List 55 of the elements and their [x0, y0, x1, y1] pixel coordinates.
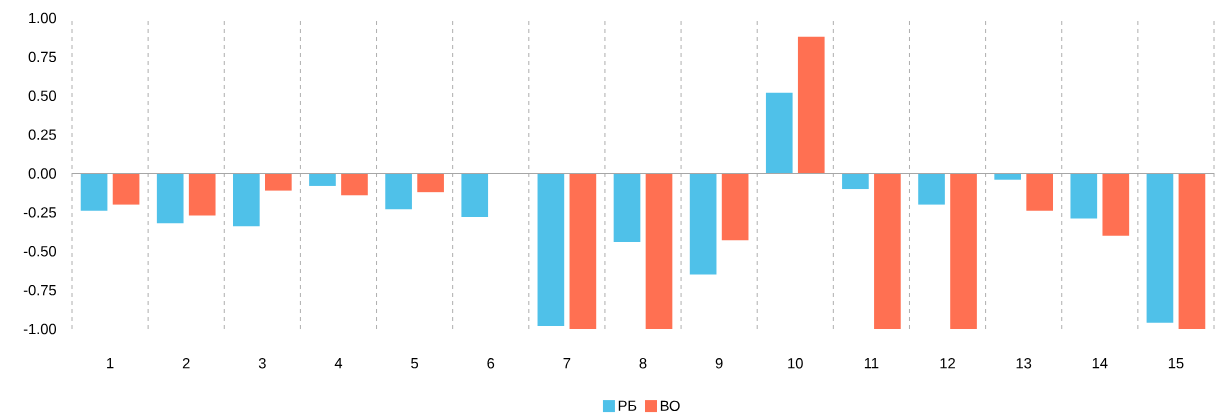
legend-label: РБ	[618, 400, 637, 411]
bar	[80, 173, 108, 211]
x-tick-label: 10	[788, 358, 803, 369]
x-tick-label: 15	[1168, 358, 1184, 369]
x-tick-label: 14	[1092, 358, 1108, 369]
bar	[1146, 173, 1174, 323]
bar	[645, 173, 673, 329]
x-tick-label: 6	[487, 358, 495, 369]
bar	[797, 36, 825, 174]
bar	[309, 173, 336, 186]
legend-label: ВО	[660, 400, 680, 412]
bar	[1070, 173, 1098, 219]
y-tick-label: -0.25	[23, 207, 56, 218]
bar	[385, 173, 412, 210]
x-tick-label: 9	[715, 358, 723, 369]
bar	[994, 173, 1022, 180]
bar	[1102, 173, 1130, 236]
y-tick-label: 1.00	[29, 12, 57, 24]
x-tick-label: 12	[940, 358, 955, 369]
bar	[569, 173, 597, 329]
bar	[461, 173, 489, 218]
y-tick-label: -0.50	[23, 246, 57, 257]
bar	[265, 173, 292, 191]
bar	[537, 173, 565, 326]
bar	[341, 173, 368, 196]
bar	[188, 173, 216, 216]
y-tick-label: 0.25	[28, 129, 56, 140]
bar	[613, 173, 641, 242]
y-tick-label: -1.00	[23, 323, 57, 335]
bar	[156, 173, 184, 224]
bar	[918, 173, 945, 205]
bar	[874, 173, 901, 329]
x-tick-label: 2	[182, 358, 190, 369]
x-tick-label: 3	[258, 358, 266, 369]
bar	[233, 173, 260, 227]
bar	[721, 173, 749, 241]
bar	[1026, 173, 1054, 211]
y-tick-label: 0.50	[28, 90, 57, 101]
x-tick-label: 5	[411, 358, 419, 369]
y-tick-label: 0.75	[28, 51, 56, 63]
x-tick-label: 7	[563, 358, 571, 369]
bar	[1178, 173, 1206, 329]
x-tick-label: 13	[1016, 358, 1032, 369]
bar	[417, 173, 444, 193]
x-tick-label: 8	[639, 358, 647, 369]
x-tick-label: 1	[107, 358, 114, 369]
bar	[689, 173, 717, 275]
bar	[842, 173, 869, 190]
bar	[765, 92, 793, 174]
x-tick-label: 4	[334, 358, 343, 369]
y-tick-label: 0.00	[28, 168, 57, 179]
y-tick-label: -0.75	[23, 284, 56, 296]
x-tick-label: 11	[864, 358, 879, 369]
bar	[950, 173, 977, 329]
bar	[112, 173, 140, 205]
